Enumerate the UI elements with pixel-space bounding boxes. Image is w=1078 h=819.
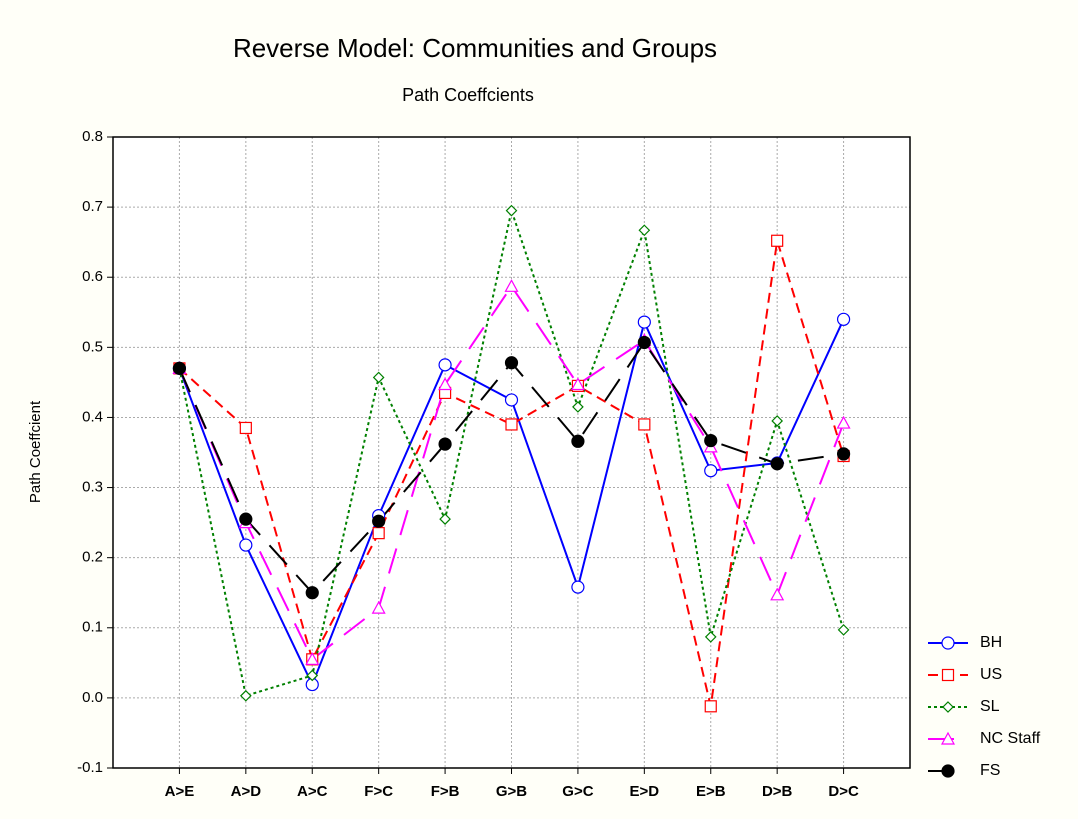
data-point [438, 358, 452, 372]
x-tick-label: D>B [762, 783, 793, 800]
legend-label: NC Staff [980, 730, 1041, 747]
data-point [704, 433, 718, 448]
legend-marker [941, 636, 955, 650]
series-line [178, 284, 845, 661]
legend-label: US [980, 666, 1002, 683]
legend-label: SL [980, 698, 1000, 715]
y-tick-label: 0.5 [82, 338, 103, 355]
data-point [505, 418, 518, 431]
data-point [771, 234, 784, 247]
data-point [372, 514, 386, 528]
data-point [239, 512, 253, 526]
series-line [178, 240, 845, 707]
data-point [438, 437, 452, 451]
data-point [704, 631, 717, 643]
chart-subtitle: Path Coeffcients [402, 85, 534, 105]
data-point [637, 315, 651, 329]
data-point [239, 689, 252, 702]
data-point [372, 371, 385, 384]
legend-marker [941, 668, 955, 682]
data-point [239, 421, 252, 435]
y-tick-label: 0.4 [82, 408, 103, 425]
data-point [836, 415, 851, 429]
data-point [770, 587, 785, 601]
y-tick-label: 0.3 [82, 479, 103, 496]
data-point [371, 600, 386, 614]
data-point [637, 335, 651, 350]
data-point [770, 457, 784, 471]
x-tick-label: A>C [297, 783, 328, 800]
y-tick-label: -0.1 [77, 759, 103, 776]
data-point [704, 700, 717, 713]
data-point [570, 377, 585, 391]
series-line [178, 206, 845, 698]
y-tick-label: 0.2 [82, 549, 103, 566]
y-tick-label: 0.6 [82, 268, 103, 285]
data-point [305, 586, 319, 600]
data-point [837, 624, 850, 636]
data-point [306, 669, 319, 682]
data-point [239, 538, 253, 552]
data-point [638, 224, 651, 237]
data-point [771, 415, 784, 427]
y-tick-label: 0.1 [82, 619, 103, 636]
data-point [638, 418, 651, 431]
x-tick-label: G>B [496, 783, 527, 800]
data-point [505, 204, 518, 217]
data-point [172, 361, 187, 375]
legend-label: BH [980, 634, 1002, 651]
x-tick-label: A>D [231, 783, 262, 800]
data-point [439, 513, 451, 525]
data-point [836, 312, 851, 326]
chart-title: Reverse Model: Communities and Groups [233, 33, 717, 63]
data-point [571, 434, 585, 448]
data-point [836, 447, 851, 461]
data-point [572, 401, 584, 413]
x-tick-label: E>B [696, 783, 726, 800]
legend-marker [941, 764, 955, 778]
y-tick-label: 0.7 [82, 198, 103, 215]
data-point [438, 377, 453, 391]
x-tick-label: E>D [630, 783, 660, 800]
plot-frame [112, 136, 911, 769]
x-tick-label: F>C [364, 783, 393, 800]
y-tick-label: 0.0 [82, 689, 103, 706]
y-axis-label: Path Coeffcient [27, 400, 44, 503]
x-tick-label: G>C [562, 783, 593, 800]
legend-marker [940, 731, 956, 745]
x-tick-label: A>E [165, 783, 195, 800]
x-tick-label: D>C [828, 783, 859, 800]
data-point [704, 464, 718, 478]
legend-label: FS [980, 762, 1000, 779]
data-point [504, 393, 519, 407]
data-point [504, 356, 519, 370]
data-point [372, 527, 385, 540]
x-tick-label: F>B [431, 783, 460, 800]
y-tick-label: 0.8 [82, 128, 103, 145]
data-point [571, 580, 585, 594]
legend-marker [942, 701, 954, 713]
data-point [305, 652, 320, 665]
data-point [504, 279, 519, 292]
